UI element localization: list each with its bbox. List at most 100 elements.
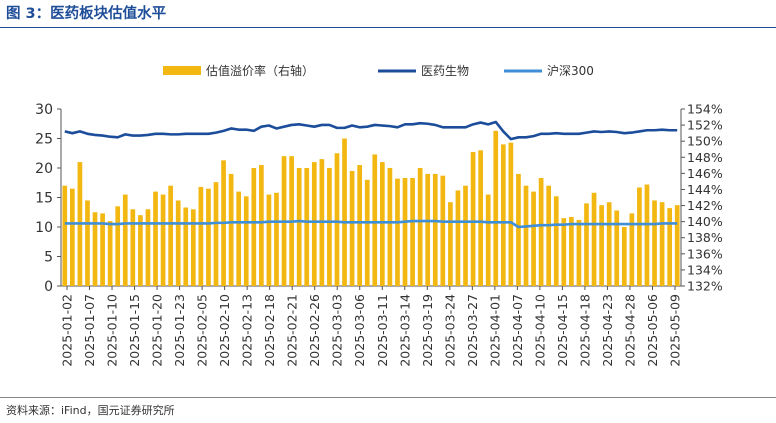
premium-bar: [660, 202, 665, 286]
x-axis-tick-label: 2025-01-20: [150, 294, 165, 367]
right-axis-tick-label: 136%: [687, 246, 723, 261]
premium-bar: [607, 202, 612, 286]
right-axis-tick-label: 148%: [687, 150, 723, 165]
premium-bar: [244, 196, 249, 286]
x-axis-tick-label: 2025-05-06: [645, 294, 660, 367]
premium-bar: [168, 186, 173, 286]
premium-bar: [259, 165, 264, 286]
x-axis-tick-label: 2025-04-10: [532, 294, 547, 367]
premium-bar: [478, 150, 483, 286]
premium-bar: [592, 193, 597, 286]
source-note: 资料来源：iFind，国元证券研究所: [6, 402, 175, 418]
premium-bar: [153, 192, 158, 286]
right-axis-tick-label: 142%: [687, 198, 723, 213]
premium-bar: [236, 192, 241, 286]
premium-bar: [516, 174, 521, 286]
premium-bar: [274, 193, 279, 286]
right-axis-tick-label: 152%: [687, 118, 723, 133]
premium-bar: [395, 179, 400, 286]
x-axis-tick-label: 2025-04-01: [487, 294, 502, 367]
premium-bar: [486, 195, 491, 286]
premium-bar: [410, 178, 415, 286]
premium-bar: [70, 189, 75, 286]
premium-bar: [312, 162, 317, 286]
premium-bar: [561, 218, 566, 286]
x-axis-tick-label: 2025-02-13: [240, 294, 255, 367]
x-axis-tick-label: 2025-02-10: [217, 294, 232, 367]
legend-label-pharma: 医药生物: [421, 64, 469, 78]
right-axis-labels: 132%134%136%138%140%142%144%146%148%150%…: [681, 102, 723, 294]
premium-bar: [403, 178, 408, 286]
x-axis-tick-label: 2025-04-28: [623, 294, 638, 367]
premium-bar: [531, 192, 536, 286]
premium-bar: [342, 139, 347, 287]
left-axis-tick-label: 10: [35, 220, 53, 236]
premium-bar: [614, 210, 619, 286]
premium-bar: [546, 186, 551, 286]
x-axis-tick-label: 2025-01-07: [82, 294, 97, 367]
premium-bar: [138, 215, 143, 286]
premium-bar: [577, 220, 582, 286]
premium-bar: [463, 186, 468, 286]
premium-bar: [448, 202, 453, 286]
premium-bar: [456, 190, 461, 286]
premium-bar: [108, 221, 113, 286]
premium-bar: [206, 189, 211, 286]
x-axis-tick-label: 2025-04-15: [555, 294, 570, 367]
legend-label-hs300: 沪深300: [547, 64, 594, 78]
premium-bar: [418, 168, 423, 286]
premium-bar: [123, 195, 128, 286]
right-axis-tick-label: 150%: [687, 134, 723, 149]
x-axis-tick-label: 2025-03-14: [397, 294, 412, 367]
premium-bar: [622, 227, 627, 286]
x-axis-tick-label: 2025-03-24: [442, 294, 457, 367]
premium-bar: [199, 187, 204, 286]
premium-bar: [267, 195, 272, 286]
x-axis-tick-label: 2025-04-07: [510, 294, 525, 367]
premium-bar: [569, 217, 574, 286]
x-axis-tick-label: 2025-04-23: [600, 294, 615, 367]
premium-bar: [501, 144, 506, 286]
premium-bar: [645, 185, 650, 286]
premium-bar: [350, 171, 355, 286]
premium-bar: [357, 165, 362, 286]
right-axis-tick-label: 140%: [687, 214, 723, 229]
left-axis-tick-label: 20: [35, 161, 53, 177]
premium-bar: [146, 209, 151, 286]
left-axis-tick-label: 0: [44, 279, 53, 295]
premium-bar: [675, 205, 680, 286]
premium-bar: [214, 182, 219, 286]
premium-bar: [667, 208, 672, 286]
premium-bar: [433, 174, 438, 286]
x-axis-tick-label: 2025-01-02: [60, 294, 75, 367]
x-axis-tick-label: 2025-05-09: [668, 294, 683, 367]
premium-bar: [115, 206, 120, 286]
premium-bar: [440, 176, 445, 286]
x-axis-tick-label: 2025-01-10: [105, 294, 120, 367]
bar-series: [62, 131, 679, 286]
premium-bar: [599, 205, 604, 286]
right-axis-tick-label: 132%: [687, 279, 723, 294]
premium-bar: [62, 186, 67, 286]
premium-bar: [539, 178, 544, 286]
left-axis-tick-label: 5: [44, 250, 53, 266]
premium-bar: [191, 209, 196, 286]
legend-label-premium: 估值溢价率（右轴）: [206, 63, 314, 78]
legend-swatch-premium: [163, 66, 201, 75]
x-axis-tick-label: 2025-02-21: [285, 294, 300, 367]
right-axis-tick-label: 134%: [687, 262, 723, 277]
x-axis-tick-label: 2025-02-18: [262, 294, 277, 367]
left-axis-tick-label: 25: [35, 132, 53, 148]
right-axis-tick-label: 138%: [687, 230, 723, 245]
premium-bar: [335, 153, 340, 286]
x-axis-tick-label: 2025-03-03: [330, 294, 345, 367]
premium-bar: [183, 208, 188, 286]
premium-bar: [297, 168, 302, 286]
premium-bar: [493, 131, 498, 286]
premium-bar: [176, 200, 181, 286]
x-axis-tick-label: 2025-03-11: [375, 294, 390, 367]
x-axis-tick-label: 2025-01-23: [172, 294, 187, 367]
source-divider: [0, 397, 776, 398]
right-axis-tick-label: 154%: [687, 102, 723, 117]
